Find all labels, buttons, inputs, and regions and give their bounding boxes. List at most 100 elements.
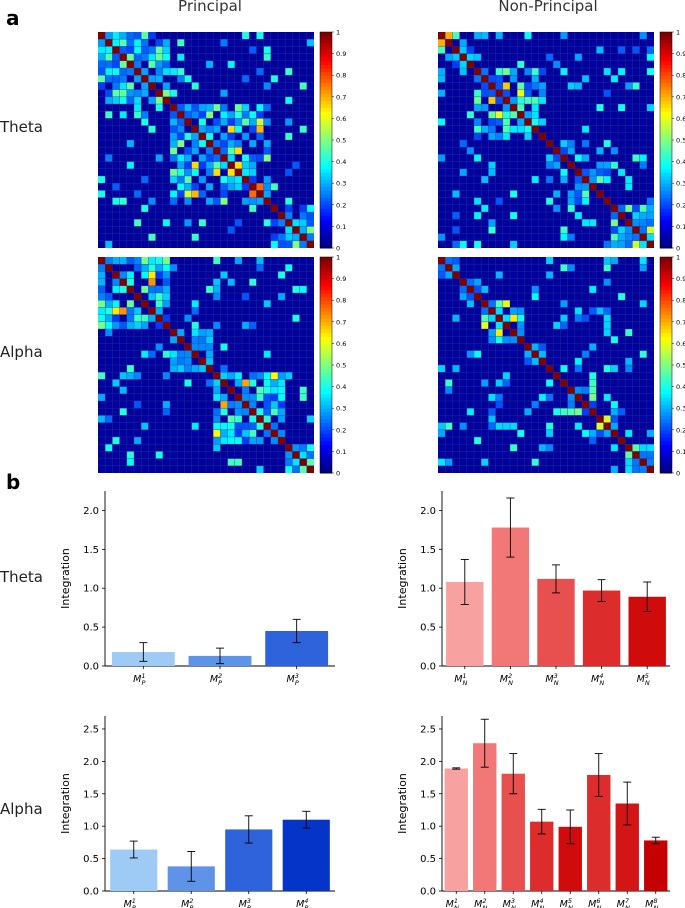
colorbar-segment	[660, 447, 672, 452]
colorbar-segment	[660, 32, 672, 37]
heatmap-cell	[126, 300, 134, 308]
heatmap-cell	[596, 307, 604, 315]
heatmap-cell	[459, 293, 467, 301]
heatmap-cell	[134, 190, 142, 198]
heatmap-cell	[618, 212, 626, 220]
heatmap-cell	[560, 365, 568, 373]
colorbar-tick-label: 0.9	[336, 50, 346, 58]
heatmap-cell	[191, 343, 199, 351]
heatmap-cell	[112, 75, 120, 83]
colorbar-segment	[660, 71, 672, 76]
heatmap-cell	[270, 393, 278, 401]
heatmap-cell	[270, 379, 278, 387]
heatmap-cell	[646, 458, 654, 466]
heatmap-cell	[213, 321, 221, 329]
heatmap-cell	[184, 219, 192, 227]
bar-chart-alpha-principal-bar: 0.0 0.5 1.0 1.5 2.0 2.5 Integration M1 P M2 P M3 P M4…	[59, 716, 335, 908]
heatmap-cell	[481, 75, 489, 83]
heatmap-cell	[184, 379, 192, 387]
y-axis-label: Integration	[396, 773, 409, 834]
heatmap-cell	[445, 264, 453, 272]
heatmap-cell	[574, 197, 582, 205]
heatmap-cell	[177, 125, 185, 133]
heatmap-cell	[242, 75, 250, 83]
colorbar-segment	[660, 226, 672, 231]
heatmap-cell	[438, 89, 446, 97]
colorbar-segment	[660, 368, 672, 373]
heatmap-cell	[242, 422, 250, 430]
heatmap-cell	[596, 104, 604, 112]
heatmap-cell	[495, 401, 503, 409]
colorbar-segment	[320, 365, 332, 370]
heatmap-cell	[234, 219, 242, 227]
heatmap-cell	[278, 386, 286, 394]
bar-5	[558, 826, 582, 891]
heatmap-cell	[249, 168, 257, 176]
colorbar-tick-label: 0.4	[336, 383, 346, 391]
colorbar-segment	[660, 57, 672, 62]
heatmap-cell	[134, 96, 142, 104]
heatmap-cell	[610, 422, 618, 430]
y-tick-label: 0.5	[83, 623, 99, 634]
heatmap-cell	[546, 429, 554, 437]
y-tick-label: 1.0	[83, 822, 99, 833]
heatmap-cell	[213, 429, 221, 437]
heatmap-cell	[285, 68, 293, 76]
heatmap-cell	[306, 415, 314, 423]
heatmap-cell	[134, 219, 142, 227]
heatmap-cell	[306, 204, 314, 212]
heatmap-cell	[510, 104, 518, 112]
heatmap-cell	[184, 104, 192, 112]
heatmap-cell	[531, 401, 539, 409]
heatmap-cell	[574, 422, 582, 430]
heatmap-cell	[582, 140, 590, 148]
heatmap-cell	[191, 111, 199, 119]
heatmap-cell	[474, 278, 482, 286]
heatmap-cell	[285, 372, 293, 380]
heatmap-cell	[574, 183, 582, 191]
heatmap-cell	[517, 89, 525, 97]
heatmap-cell	[184, 168, 192, 176]
heatmap-cell	[481, 176, 489, 184]
heatmap-cell	[263, 176, 271, 184]
heatmap-cell	[646, 240, 654, 248]
heatmap-cell	[134, 60, 142, 68]
heatmap-cell	[603, 176, 611, 184]
heatmap-cell	[213, 125, 221, 133]
heatmap-cell	[438, 233, 446, 241]
heatmap-cell	[596, 190, 604, 198]
heatmap-cell	[263, 82, 271, 90]
heatmap-cell	[625, 329, 633, 337]
heatmap-cell	[155, 154, 163, 162]
heatmap-cell	[141, 176, 149, 184]
heatmap-cell	[625, 183, 633, 191]
colorbar-segment	[320, 404, 332, 409]
colorbar-segment	[320, 390, 332, 395]
colorbar-segment	[660, 332, 672, 337]
heatmap-cell	[646, 204, 654, 212]
heatmap-cell	[560, 140, 568, 148]
heatmap-cell	[510, 307, 518, 315]
heatmap-cell	[278, 379, 286, 387]
heatmap-cell	[452, 314, 460, 322]
colorbar-segment	[320, 332, 332, 337]
colorbar-segment	[660, 440, 672, 445]
heatmap-cell	[119, 111, 127, 119]
heatmap-cell	[553, 190, 561, 198]
heatmap-cell	[596, 46, 604, 54]
heatmap-cell	[98, 39, 106, 47]
colorbar-segment	[320, 451, 332, 456]
heatmap-cell	[567, 161, 575, 169]
heatmap-cell	[452, 365, 460, 373]
heatmap-cell	[184, 365, 192, 373]
y-tick-label: 1.5	[420, 545, 436, 556]
y-axis-label: Integration	[59, 548, 72, 609]
colorbar-segment	[660, 451, 672, 456]
y-tick-label: 2.5	[420, 724, 436, 735]
x-tick-label: M2 N	[500, 672, 513, 687]
heatmap-cell	[198, 125, 206, 133]
heatmap-cell	[567, 190, 575, 198]
heatmap-cell	[560, 226, 568, 234]
colorbar-segment	[660, 278, 672, 283]
heatmap-cell	[278, 240, 286, 248]
